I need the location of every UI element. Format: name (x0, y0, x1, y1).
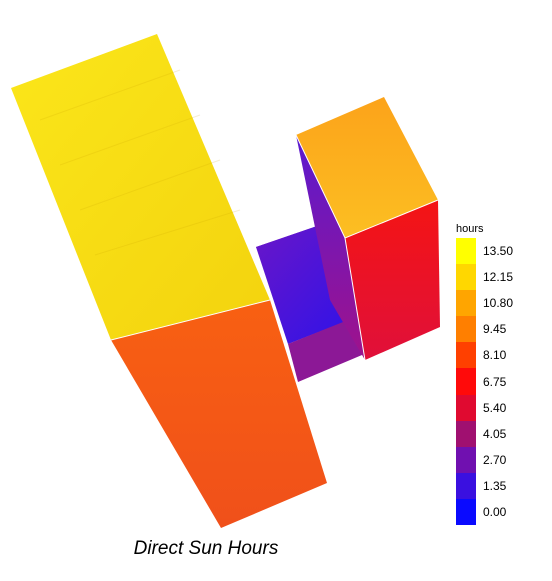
legend-tick-label: 5.40 (483, 400, 507, 415)
chart-caption: Direct Sun Hours (133, 538, 279, 559)
legend-color-bar (456, 238, 476, 526)
legend-swatch (456, 316, 476, 343)
legend-tick-label: 9.45 (483, 322, 507, 337)
legend-swatch (456, 264, 476, 291)
roof-mesh-texture (39, 69, 241, 256)
legend-swatch (456, 420, 476, 448)
legend-tick-label: 2.70 (483, 452, 507, 467)
link-block-wall (256, 225, 360, 344)
legend-tick-label: 6.75 (483, 374, 507, 389)
legend-tick-label: 12.15 (483, 270, 514, 285)
legend-swatch (456, 368, 476, 396)
right-tower-side-wall (296, 135, 365, 360)
legend-swatch (456, 394, 476, 422)
right-tower-front-wall (345, 200, 440, 360)
legend-swatch (456, 290, 476, 317)
legend-swatch (456, 238, 476, 265)
legend-tick-label: 1.35 (483, 478, 507, 493)
right-tower-roof (296, 97, 438, 238)
legend-swatch (456, 498, 476, 526)
legend-tick-label: 10.80 (483, 296, 514, 311)
legend-tick-label: 13.50 (483, 244, 514, 259)
link-block-lower-wall (288, 316, 362, 382)
legend-swatch (456, 342, 476, 369)
legend-unit-label: hours (456, 223, 484, 235)
legend-tick-label: 4.05 (483, 426, 507, 441)
right-tower-corner-edge (344, 237, 366, 361)
legend-tick-label: 8.10 (483, 348, 507, 363)
legend-swatch (456, 446, 476, 474)
left-tower-roof (11, 34, 270, 340)
legend-swatch (456, 472, 476, 500)
legend-tick-label: 0.00 (483, 504, 507, 519)
left-tower-roof-edge (110, 299, 271, 341)
left-tower-front-wall (111, 300, 327, 528)
